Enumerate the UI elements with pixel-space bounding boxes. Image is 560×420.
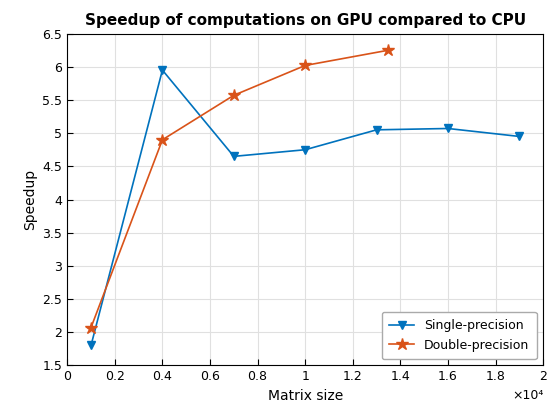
Single-precision <box>516 134 522 139</box>
Single-precision <box>87 343 94 348</box>
Single-precision <box>302 147 309 152</box>
Y-axis label: Speedup: Speedup <box>23 169 37 230</box>
Legend: Single-precision, Double-precision: Single-precision, Double-precision <box>382 312 537 359</box>
Line: Double-precision: Double-precision <box>85 44 395 334</box>
Double-precision <box>87 325 94 330</box>
X-axis label: Matrix size: Matrix size <box>268 389 343 403</box>
Line: Single-precision: Single-precision <box>87 66 524 350</box>
Double-precision <box>159 137 166 142</box>
Title: Speedup of computations on GPU compared to CPU: Speedup of computations on GPU compared … <box>85 13 526 28</box>
Single-precision <box>373 127 380 132</box>
Single-precision <box>159 68 166 73</box>
Double-precision <box>231 93 237 98</box>
Text: ×10⁴: ×10⁴ <box>512 388 543 402</box>
Single-precision <box>445 126 451 131</box>
Single-precision <box>231 154 237 159</box>
Double-precision <box>302 63 309 68</box>
Double-precision <box>385 47 392 52</box>
